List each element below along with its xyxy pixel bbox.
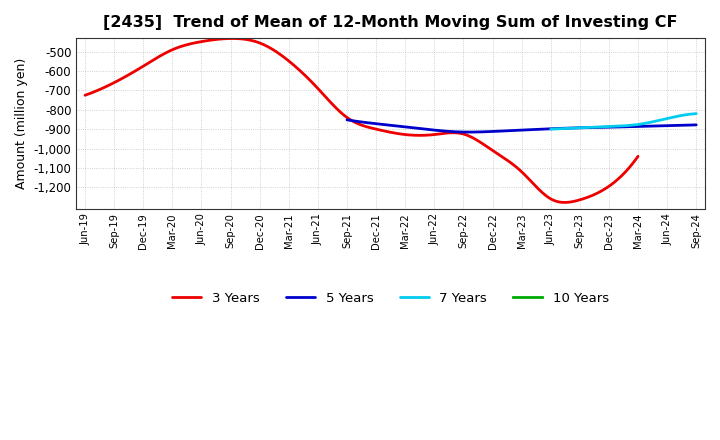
7 Years — [692, 111, 701, 116]
5 Years — [557, 126, 566, 131]
Legend: 3 Years, 5 Years, 7 Years, 10 Years: 3 Years, 5 Years, 7 Years, 10 Years — [167, 287, 614, 310]
3 Years — [549, 198, 557, 203]
3 Years — [410, 132, 418, 138]
3 Years — [634, 154, 642, 159]
3 Years — [585, 194, 594, 199]
5 Years — [344, 117, 353, 123]
3 Years — [421, 132, 430, 138]
5 Years — [660, 123, 669, 128]
3 Years — [229, 36, 238, 41]
Line: 3 Years: 3 Years — [85, 38, 638, 202]
3 Years — [83, 92, 91, 97]
5 Years — [551, 126, 559, 131]
Title: [2435]  Trend of Mean of 12-Month Moving Sum of Investing CF: [2435] Trend of Mean of 12-Month Moving … — [104, 15, 678, 30]
5 Years — [464, 129, 473, 135]
5 Years — [638, 124, 647, 129]
3 Years — [81, 92, 89, 98]
7 Years — [547, 126, 556, 132]
7 Years — [546, 127, 555, 132]
7 Years — [633, 122, 642, 127]
7 Years — [636, 121, 644, 127]
3 Years — [412, 133, 420, 138]
Y-axis label: Amount (million yen): Amount (million yen) — [15, 58, 28, 189]
7 Years — [678, 113, 687, 118]
Line: 7 Years: 7 Years — [551, 114, 696, 129]
3 Years — [559, 200, 568, 205]
5 Years — [692, 122, 701, 128]
5 Years — [552, 126, 560, 131]
7 Years — [669, 114, 678, 120]
7 Years — [633, 122, 642, 127]
5 Years — [343, 117, 351, 122]
Line: 5 Years: 5 Years — [347, 120, 696, 132]
